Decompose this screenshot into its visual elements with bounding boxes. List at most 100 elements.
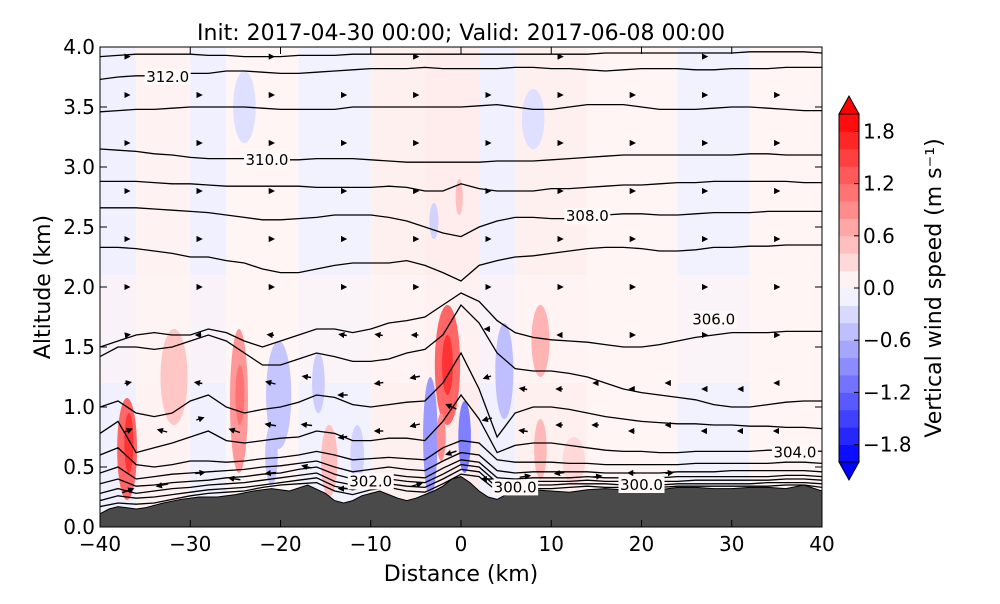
x-tick-label-4: 0 xyxy=(455,532,468,556)
contour-labels: 312.0 310.0 308.0 306.0 304.0 302.0 300.0 300.0 xyxy=(144,68,818,496)
contour-label-1: 310.0 xyxy=(245,151,288,169)
x-tick-label-2: −20 xyxy=(259,532,301,556)
wind-anomaly-15 xyxy=(495,323,514,419)
contour-label-bg-0 xyxy=(144,69,191,85)
wind-vector-43 xyxy=(518,386,528,393)
colorbar-segment-4 xyxy=(839,375,859,393)
colorbar-tick-label-6: 1.8 xyxy=(863,119,895,143)
colorbar-extend-top xyxy=(838,94,860,115)
wind-anomaly-2 xyxy=(160,329,188,425)
colorbar-segment-0 xyxy=(839,444,859,463)
wind-vector-24 xyxy=(409,422,421,429)
colorbar-segment-9 xyxy=(839,288,859,306)
colorbar-segment-18 xyxy=(839,131,859,150)
wind-anomaly-1 xyxy=(124,413,134,473)
theta-contour-2 xyxy=(100,463,822,495)
contour-label-7: 300.0 xyxy=(620,476,663,494)
wind-anomaly-17 xyxy=(534,419,547,479)
theta-contour-13 xyxy=(100,148,822,163)
colorbar-segment-5 xyxy=(839,357,859,376)
wind-vector-42 xyxy=(482,373,492,380)
colorbar-segment-14 xyxy=(839,201,859,219)
x-tick-label-8: 40 xyxy=(809,532,834,556)
colorbar-tick-label-0: −1.8 xyxy=(863,433,912,457)
wind-vector-51 xyxy=(124,332,132,339)
wind-vector-4 xyxy=(264,469,277,477)
wind-vector-26 xyxy=(481,416,493,423)
vertical-wind-shading xyxy=(100,47,822,527)
theta-contour-3 xyxy=(100,459,822,487)
contour-label-bg-6 xyxy=(492,479,539,496)
y-tick-label-0: 0.0 xyxy=(63,515,95,539)
wind-vector-3 xyxy=(227,475,241,482)
theta-contour-16 xyxy=(100,51,822,58)
plot-area: 312.0 310.0 308.0 306.0 304.0 302.0 300.0 300.0 xyxy=(100,47,822,527)
wind-vector-11 xyxy=(519,473,532,480)
colorbar: −1.8 −1.2 −0.6 0.0 0.6 1.2 1.8 xyxy=(838,94,912,482)
wind-vector-22 xyxy=(337,433,348,441)
theta-contour-0 xyxy=(100,473,822,508)
theta-contour-4 xyxy=(100,451,822,480)
colorbar-segment-3 xyxy=(839,392,859,411)
contour-label-6: 300.0 xyxy=(494,478,537,496)
terrain-fill xyxy=(100,476,822,527)
wind-vector-1 xyxy=(155,482,169,489)
wind-vector-36 xyxy=(193,380,203,387)
wind-vector-37 xyxy=(265,379,276,386)
colorbar-segment-16 xyxy=(839,166,859,185)
wind-anomaly-7 xyxy=(321,425,338,497)
y-tick-label-7: 3.5 xyxy=(63,95,95,119)
colorbar-segment-19 xyxy=(839,114,859,132)
wind-anomaly-20 xyxy=(455,179,463,215)
wind-anomaly-12 xyxy=(442,335,453,395)
x-axis-label: Distance (km) xyxy=(384,562,539,587)
wind-anomaly-19 xyxy=(429,203,439,239)
wind-vector-35 xyxy=(124,380,133,387)
contour-label-bg-3 xyxy=(690,311,737,328)
wind-vector-5 xyxy=(301,463,312,470)
contour-label-bg-1 xyxy=(243,151,290,168)
colorbar-tick-label-3: 0.0 xyxy=(863,276,895,300)
wind-vector-13 xyxy=(592,473,603,480)
colorbar-segment-7 xyxy=(839,322,859,341)
wind-vector-16 xyxy=(123,428,133,434)
colorbar-segment-2 xyxy=(839,409,859,428)
contour-label-3: 306.0 xyxy=(692,310,735,328)
colorbar-extend-bottom xyxy=(838,461,860,482)
y-tick-label-5: 2.5 xyxy=(63,215,95,239)
wind-vector-53 xyxy=(266,331,275,339)
colorbar-tick-label-5: 1.2 xyxy=(863,172,895,196)
y-axis-ticks: 0.0 0.5 1.0 1.5 2.0 2.5 3.0 3.5 4.0 xyxy=(63,35,822,539)
contour-label-bg-5 xyxy=(347,473,394,490)
wind-vector-17 xyxy=(156,427,168,434)
theta-contours xyxy=(100,51,822,508)
colorbar-segment-1 xyxy=(839,427,859,446)
theta-contour-6 xyxy=(100,393,822,454)
wind-vector-9 xyxy=(445,449,457,456)
colorbar-segment-13 xyxy=(839,218,859,237)
wind-vector-19 xyxy=(228,427,241,434)
wind-vector-55 xyxy=(374,332,383,339)
wind-anomaly-22 xyxy=(521,89,545,149)
terrain xyxy=(100,476,822,527)
colorbar-segment-8 xyxy=(839,305,859,324)
colorbar-segment-11 xyxy=(839,253,859,272)
contour-label-2: 308.0 xyxy=(566,207,609,225)
contour-label-bg-7 xyxy=(618,477,665,493)
wind-vector-21 xyxy=(300,421,313,429)
chart-title: Init: 2017-04-30 00:00; Valid: 2017-06-0… xyxy=(197,21,725,46)
theta-contour-7 xyxy=(100,351,822,439)
x-tick-label-5: 10 xyxy=(539,532,564,556)
colorbar-label: Vertical wind speed (m s⁻¹) xyxy=(922,138,947,437)
theta-contour-11 xyxy=(100,207,822,238)
theta-contour-1 xyxy=(100,468,822,502)
wind-vectors xyxy=(121,53,781,494)
y-tick-label-2: 1.0 xyxy=(63,395,95,419)
wind-vector-12 xyxy=(553,469,565,477)
wind-anomaly-14 xyxy=(458,401,471,473)
wind-vector-2 xyxy=(195,469,206,477)
wind-vector-38 xyxy=(301,373,312,381)
theta-contour-12 xyxy=(100,180,822,192)
